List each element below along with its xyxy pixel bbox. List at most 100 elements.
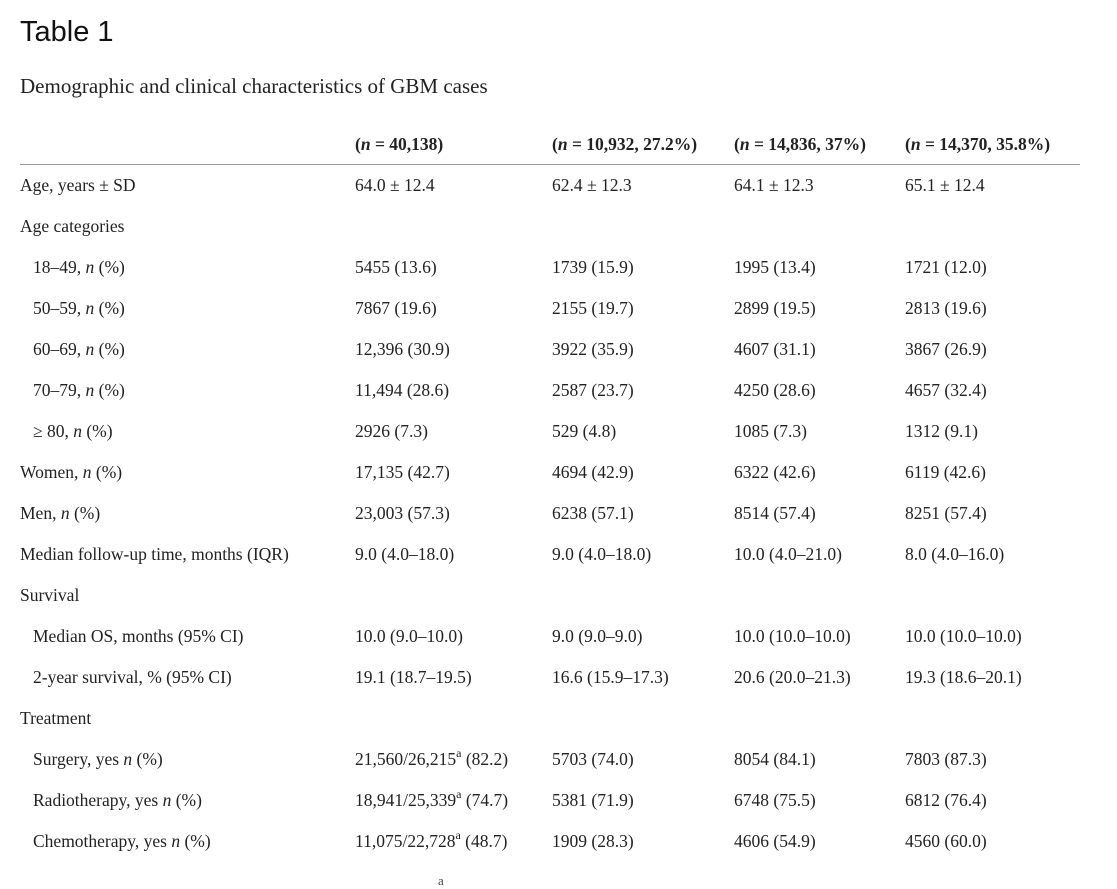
row-label: 70–79, n (%) bbox=[33, 380, 125, 400]
table-row: Women, n (%) 17,135 (42.7) 4694 (42.9) 6322… bbox=[20, 452, 1080, 493]
table-cell: 4606 (54.9) bbox=[734, 831, 816, 851]
table-cell: 1739 (15.9) bbox=[552, 257, 634, 277]
table-cell: 4694 (42.9) bbox=[552, 462, 634, 482]
table-cell: 7803 (87.3) bbox=[905, 749, 987, 769]
table-cell: 8514 (57.4) bbox=[734, 503, 816, 523]
table-cell: 9.0 (9.0–9.0) bbox=[552, 626, 643, 646]
table-row: Chemotherapy, yes n (%) 11,075/22,728a (4… bbox=[20, 821, 1080, 862]
table-cell: 6812 (76.4) bbox=[905, 790, 987, 810]
row-label: Treatment bbox=[20, 708, 92, 728]
table-cell bbox=[355, 575, 552, 616]
row-label: ≥ 80, n (%) bbox=[33, 421, 113, 441]
table-cell: 12,396 (30.9) bbox=[355, 339, 450, 359]
footnote-superscript: a bbox=[456, 746, 462, 761]
table-cell bbox=[552, 698, 734, 739]
table-cell: 8054 (84.1) bbox=[734, 749, 816, 769]
page-title: Table 1 bbox=[20, 16, 114, 48]
table-cell bbox=[734, 698, 905, 739]
table-cell: 8251 (57.4) bbox=[905, 503, 987, 523]
table-cell: 1909 (28.3) bbox=[552, 831, 634, 851]
header-cell: (n = 40,138) bbox=[355, 124, 552, 165]
table-row: ≥ 80, n (%) 2926 (7.3) 529 (4.8) 1085 (7.3)… bbox=[20, 411, 1080, 452]
table-cell: 65.1 ± 12.4 bbox=[905, 175, 985, 195]
table-cell bbox=[552, 206, 734, 247]
table-cell: 6748 (75.5) bbox=[734, 790, 816, 810]
table-cell: 9.0 (4.0–18.0) bbox=[355, 544, 455, 564]
table-row: Age categories bbox=[20, 206, 1080, 247]
table-cell: 6119 (42.6) bbox=[905, 462, 987, 482]
table-cell: 3867 (26.9) bbox=[905, 339, 987, 359]
table-row: Median OS, months (95% CI) 10.0 (9.0–10.0… bbox=[20, 616, 1080, 657]
table-cell: 5455 (13.6) bbox=[355, 257, 437, 277]
row-label: Median follow-up time, months (IQR) bbox=[20, 544, 289, 564]
header-cell bbox=[20, 124, 355, 165]
table-cell: 1721 (12.0) bbox=[905, 257, 987, 277]
table-cell: 16.6 (15.9–17.3) bbox=[552, 667, 669, 687]
table-cell: 1995 (13.4) bbox=[734, 257, 816, 277]
table-cell: 1085 (7.3) bbox=[734, 421, 807, 441]
table-cell bbox=[905, 698, 1080, 739]
table-cell: 2899 (19.5) bbox=[734, 298, 816, 318]
table-cell: 6322 (42.6) bbox=[734, 462, 816, 482]
footnote-mark-partial: a bbox=[438, 873, 444, 888]
table-cell: 5381 (71.9) bbox=[552, 790, 634, 810]
table-cell: 4250 (28.6) bbox=[734, 380, 816, 400]
table-row: Surgery, yes n (%) 21,560/26,215a (82.2) 5… bbox=[20, 739, 1080, 780]
table-cell bbox=[734, 206, 905, 247]
table-cell: 11,075/22,728a (48.7) bbox=[355, 828, 508, 851]
table-cell: 5703 (74.0) bbox=[552, 749, 634, 769]
table-row: 2-year survival, % (95% CI) 19.1 (18.7–19… bbox=[20, 657, 1080, 698]
table-cell: 9.0 (4.0–18.0) bbox=[552, 544, 652, 564]
table-cell: 8.0 (4.0–16.0) bbox=[905, 544, 1005, 564]
table-cell bbox=[552, 575, 734, 616]
table-cell: 10.0 (9.0–10.0) bbox=[355, 626, 463, 646]
table-cell: 10.0 (4.0–21.0) bbox=[734, 544, 842, 564]
row-label: 2-year survival, % (95% CI) bbox=[33, 667, 232, 687]
table-cell: 4657 (32.4) bbox=[905, 380, 987, 400]
table-cell: 4607 (31.1) bbox=[734, 339, 816, 359]
table-cell bbox=[355, 206, 552, 247]
table-cell: 6238 (57.1) bbox=[552, 503, 634, 523]
table-cell bbox=[734, 575, 905, 616]
row-label: Men, n (%) bbox=[20, 503, 101, 523]
table-caption: Demographic and clinical characteristics… bbox=[20, 74, 488, 98]
footnote-superscript: a bbox=[456, 787, 462, 802]
table-cell: 2155 (19.7) bbox=[552, 298, 634, 318]
header-cell: (n = 14,370, 35.8%) bbox=[905, 124, 1080, 165]
table-row: Survival bbox=[20, 575, 1080, 616]
characteristics-table: (n = 40,138) (n = 10,932, 27.2%) (n = 14… bbox=[20, 124, 1080, 862]
row-label: 60–69, n (%) bbox=[33, 339, 125, 359]
table-cell: 2587 (23.7) bbox=[552, 380, 634, 400]
table-row: 50–59, n (%) 7867 (19.6) 2155 (19.7) 2899 (… bbox=[20, 288, 1080, 329]
row-label: Survival bbox=[20, 585, 80, 605]
table-cell: 64.0 ± 12.4 bbox=[355, 175, 435, 195]
table-cell: 3922 (35.9) bbox=[552, 339, 634, 359]
table-cell: 62.4 ± 12.3 bbox=[552, 175, 632, 195]
row-label: 18–49, n (%) bbox=[33, 257, 125, 277]
table-cell: 19.3 (18.6–20.1) bbox=[905, 667, 1022, 687]
table-row: Age, years ± SD 64.0 ± 12.4 62.4 ± 12.3 64.… bbox=[20, 165, 1080, 207]
table-cell: 64.1 ± 12.3 bbox=[734, 175, 814, 195]
table-cell bbox=[905, 575, 1080, 616]
row-label: Age, years ± SD bbox=[20, 175, 136, 195]
row-label: 50–59, n (%) bbox=[33, 298, 125, 318]
table-cell: 19.1 (18.7–19.5) bbox=[355, 667, 472, 687]
table-row: 18–49, n (%) 5455 (13.6) 1739 (15.9) 1995 (… bbox=[20, 247, 1080, 288]
table-cell: 17,135 (42.7) bbox=[355, 462, 450, 482]
header-cell: (n = 10,932, 27.2%) bbox=[552, 124, 734, 165]
table-cell bbox=[905, 206, 1080, 247]
table-row: 60–69, n (%) 12,396 (30.9) 3922 (35.9) 4607… bbox=[20, 329, 1080, 370]
row-label: Radiotherapy, yes n (%) bbox=[33, 790, 202, 810]
table-cell: 10.0 (10.0–10.0) bbox=[905, 626, 1022, 646]
row-label: Surgery, yes n (%) bbox=[33, 749, 163, 769]
table-cell: 18,941/25,339a (74.7) bbox=[355, 787, 509, 810]
footnote-superscript: a bbox=[455, 828, 461, 843]
header-row: (n = 40,138) (n = 10,932, 27.2%) (n = 14… bbox=[20, 124, 1080, 165]
table-cell: 2813 (19.6) bbox=[905, 298, 987, 318]
table-cell: 1312 (9.1) bbox=[905, 421, 978, 441]
row-label: Median OS, months (95% CI) bbox=[33, 626, 244, 646]
table-row: Treatment bbox=[20, 698, 1080, 739]
table-row: 70–79, n (%) 11,494 (28.6) 2587 (23.7) 4250… bbox=[20, 370, 1080, 411]
table-cell: 4560 (60.0) bbox=[905, 831, 987, 851]
table-cell: 10.0 (10.0–10.0) bbox=[734, 626, 851, 646]
